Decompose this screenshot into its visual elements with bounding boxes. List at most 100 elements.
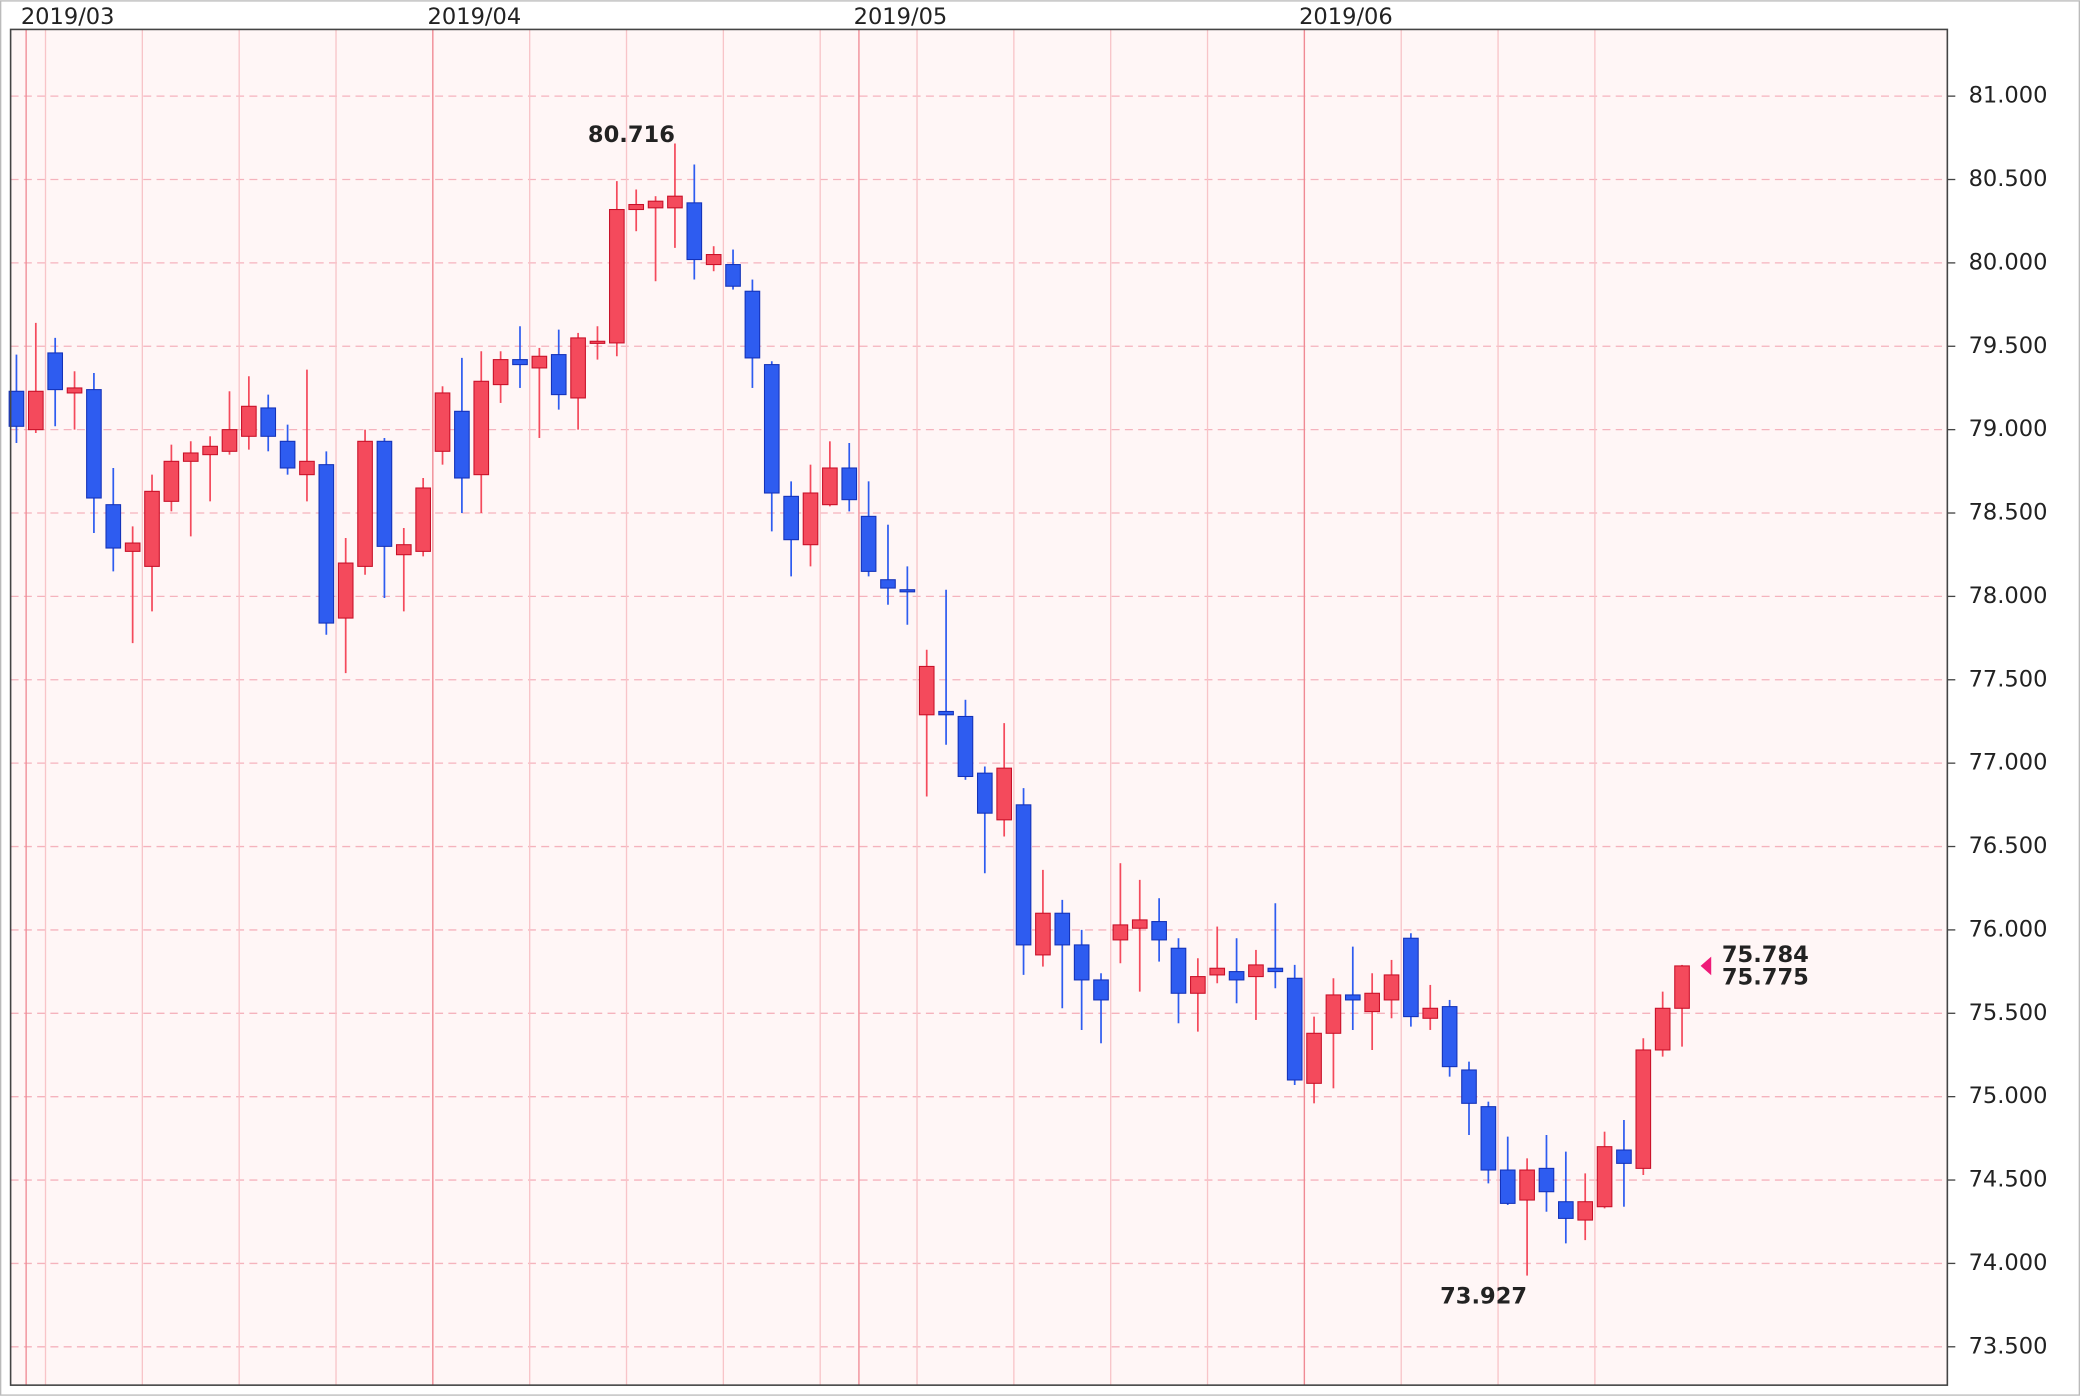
ask-label: 75.775 bbox=[1722, 964, 1809, 990]
candle-body bbox=[1364, 992, 1380, 1013]
y-tick-label: 74.500 bbox=[1969, 1167, 2048, 1193]
candle-body bbox=[976, 772, 993, 814]
candle-body bbox=[667, 195, 683, 209]
candle-body bbox=[938, 710, 954, 716]
candle-body bbox=[1558, 1201, 1574, 1219]
candle-body bbox=[357, 440, 373, 567]
candle-body bbox=[1654, 1007, 1671, 1051]
candle-body bbox=[1170, 947, 1187, 994]
y-tick-label: 77.000 bbox=[1969, 750, 2048, 776]
candle-body bbox=[434, 392, 451, 452]
y-tick-label: 77.500 bbox=[1969, 666, 2048, 692]
candle-body bbox=[531, 355, 548, 369]
candle-body bbox=[376, 440, 393, 547]
candle-body bbox=[1422, 1007, 1439, 1019]
high-label: 80.716 bbox=[588, 122, 675, 148]
candle-body bbox=[957, 715, 974, 778]
y-tick-label: 78.500 bbox=[1969, 500, 2048, 526]
candle-body bbox=[783, 495, 799, 541]
y-tick-label: 79.500 bbox=[1969, 333, 2048, 359]
candle-body bbox=[395, 544, 412, 556]
candles bbox=[8, 143, 1690, 1276]
candle-body bbox=[1306, 1032, 1322, 1084]
candle-body bbox=[880, 579, 896, 589]
candle-body bbox=[1596, 1146, 1613, 1208]
candle-body bbox=[1674, 965, 1690, 1009]
candle-body bbox=[860, 515, 877, 572]
candle-body bbox=[1248, 964, 1264, 978]
candle-body bbox=[66, 387, 83, 394]
candle-body bbox=[899, 589, 916, 593]
y-tick-label: 75.500 bbox=[1969, 1000, 2048, 1026]
y-tick-label: 74.000 bbox=[1969, 1250, 2048, 1276]
x-tick-label: 2019/03 bbox=[21, 4, 115, 30]
candle-body bbox=[415, 487, 431, 552]
y-tick-label: 75.000 bbox=[1969, 1083, 2048, 1109]
candle-body bbox=[1267, 967, 1284, 973]
candle-body bbox=[1344, 994, 1361, 1001]
price-marker bbox=[1700, 956, 1712, 976]
candle-body bbox=[454, 410, 470, 479]
candle-body bbox=[279, 440, 296, 469]
candle-body bbox=[570, 337, 586, 399]
y-tick-label: 76.500 bbox=[1969, 833, 2048, 859]
bid-label: 75.784 bbox=[1722, 942, 1809, 968]
low-label: 73.927 bbox=[1440, 1283, 1527, 1309]
y-tick-label: 81.000 bbox=[1969, 83, 2048, 109]
candle-body bbox=[260, 407, 277, 437]
candle-body bbox=[744, 290, 761, 359]
candle-body bbox=[47, 352, 64, 391]
candle-body bbox=[1286, 977, 1303, 1081]
candle-body bbox=[144, 490, 160, 567]
candle-body bbox=[86, 389, 102, 499]
candle-body bbox=[609, 208, 625, 344]
candle-body bbox=[492, 359, 509, 386]
candle-body bbox=[1015, 804, 1032, 946]
candle-body bbox=[1035, 912, 1051, 956]
candle-body bbox=[1131, 919, 1148, 929]
candle-body bbox=[1519, 1169, 1535, 1201]
candle-body bbox=[202, 445, 218, 456]
candle-body bbox=[318, 464, 335, 624]
candle-body bbox=[1093, 979, 1109, 1001]
candle-body bbox=[182, 452, 199, 462]
candle-body bbox=[841, 467, 858, 501]
candle-body bbox=[1383, 974, 1400, 1001]
candle-body bbox=[241, 405, 257, 437]
candle-body bbox=[1209, 967, 1226, 976]
candle-body bbox=[1073, 944, 1090, 981]
candle-body bbox=[8, 390, 25, 427]
candle-body bbox=[628, 203, 645, 211]
labels: 73.500 74.000 74.500 75.000 75.500 76.000 76.5… bbox=[21, 4, 2048, 1359]
y-tick-label: 80.000 bbox=[1969, 249, 2048, 275]
candle-body bbox=[124, 542, 141, 552]
candle-body bbox=[763, 364, 780, 494]
x-tick-label: 2019/06 bbox=[1299, 4, 1393, 30]
grid bbox=[10, 29, 1956, 1386]
candle-body bbox=[705, 254, 722, 266]
x-tick-label: 2019/04 bbox=[428, 4, 522, 30]
candle-body bbox=[1577, 1201, 1594, 1221]
candle-body bbox=[1538, 1167, 1555, 1193]
y-tick-label: 78.000 bbox=[1969, 583, 2048, 609]
y-tick-label: 79.000 bbox=[1969, 416, 2048, 442]
candle-body bbox=[686, 202, 703, 261]
candle-body bbox=[221, 429, 238, 452]
candle-body bbox=[299, 460, 315, 476]
y-tick-label: 80.500 bbox=[1969, 166, 2048, 192]
candle-body bbox=[1441, 1006, 1458, 1068]
candle-body bbox=[1151, 921, 1167, 941]
plot-area bbox=[10, 29, 1948, 1386]
candle-body bbox=[1228, 971, 1245, 981]
candle-body bbox=[996, 767, 1013, 821]
candle-body bbox=[1461, 1069, 1477, 1104]
candle-body bbox=[1480, 1106, 1497, 1171]
candle-body bbox=[802, 492, 819, 546]
candle-body bbox=[1112, 924, 1129, 941]
candle-body bbox=[1635, 1049, 1652, 1169]
candle-body bbox=[473, 380, 490, 476]
candle-body bbox=[105, 504, 122, 549]
candle-body bbox=[1054, 912, 1071, 946]
